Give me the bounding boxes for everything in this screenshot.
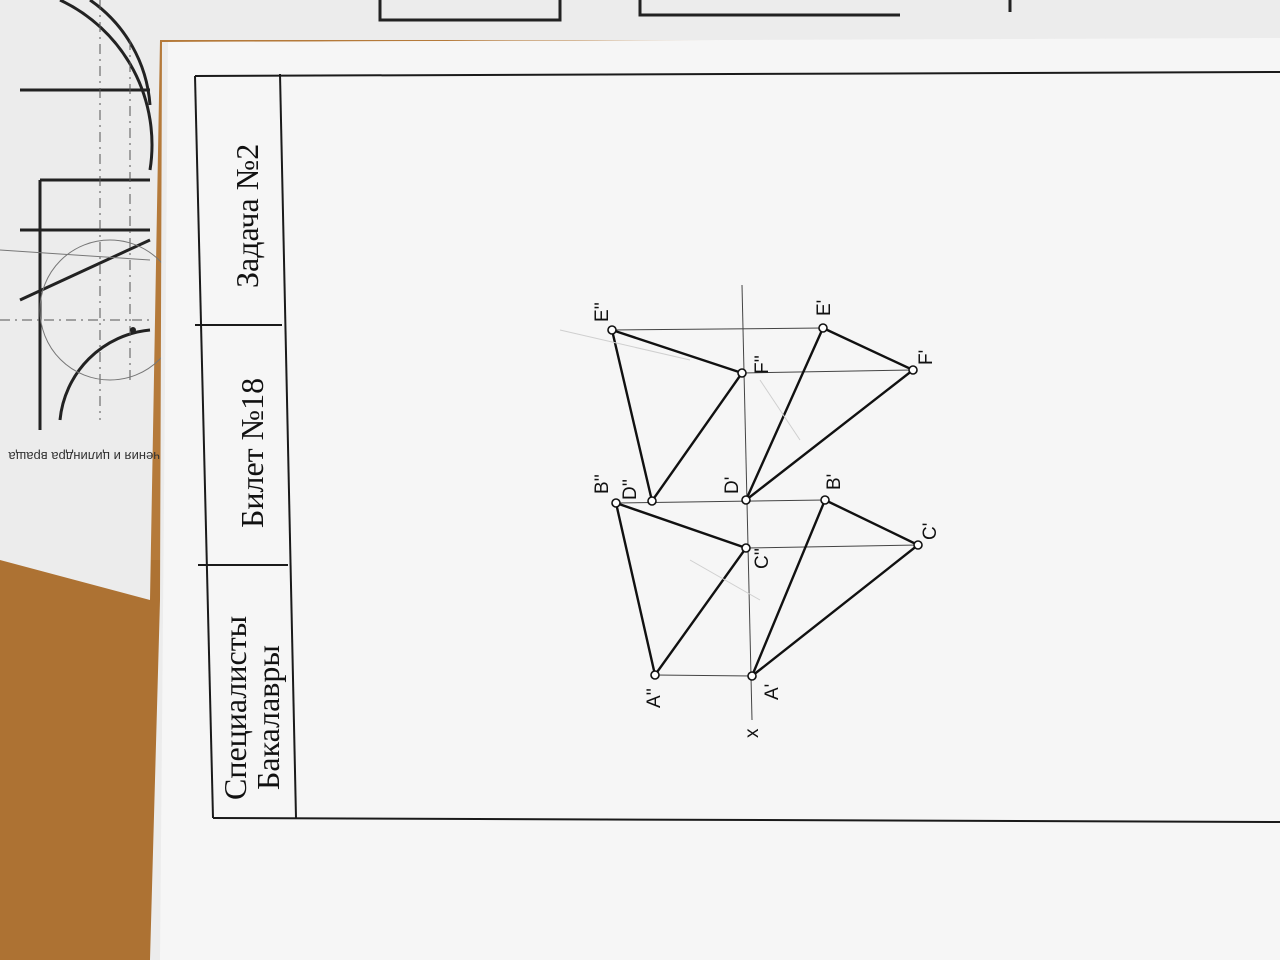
projection-points bbox=[607, 323, 923, 681]
point-d-frontal bbox=[647, 496, 657, 506]
frontal-projection bbox=[610, 328, 748, 678]
label-a-frontal: A'' bbox=[644, 688, 665, 708]
title-block bbox=[195, 73, 297, 819]
label-b-horizontal: B' bbox=[824, 474, 845, 490]
point-d-horizontal bbox=[741, 495, 751, 505]
point-c-horizontal bbox=[913, 540, 923, 550]
link-line-c bbox=[745, 544, 919, 549]
link-line-e bbox=[611, 327, 824, 331]
point-a-frontal bbox=[650, 670, 660, 680]
category-specialists: Специалисты bbox=[217, 616, 253, 800]
point-f-horizontal bbox=[908, 365, 918, 375]
triangle-def-frontal bbox=[610, 328, 744, 504]
pencil-marks bbox=[559, 329, 801, 601]
ticket-number: Билет №18 bbox=[234, 378, 270, 528]
category-bachelors: Бакалавры bbox=[250, 645, 286, 790]
link-line-a bbox=[654, 674, 753, 677]
label-d-frontal: D'' bbox=[620, 479, 641, 500]
under-sheet: чения и цилиндра враща bbox=[0, 0, 1280, 600]
desk-shade bbox=[0, 560, 170, 960]
label-d-horizontal: D' bbox=[722, 477, 743, 494]
label-e-horizontal: E' bbox=[814, 300, 835, 316]
label-f-frontal: F'' bbox=[752, 355, 773, 374]
point-f-frontal bbox=[737, 368, 747, 378]
label-b-frontal: B'' bbox=[592, 474, 613, 494]
axis-label: x bbox=[742, 728, 763, 738]
drawing-frame bbox=[194, 71, 1280, 823]
point-b-frontal bbox=[611, 498, 621, 508]
label-f-horizontal: F' bbox=[916, 350, 937, 365]
triangle-abc-horizontal bbox=[749, 498, 921, 680]
point-b-horizontal bbox=[820, 495, 830, 505]
triangle-abc-frontal bbox=[614, 501, 748, 678]
under-sheet-caption: чения и цилиндра враща bbox=[8, 449, 160, 464]
point-e-frontal bbox=[607, 325, 617, 335]
point-c-frontal bbox=[741, 543, 751, 553]
link-line-f bbox=[741, 369, 914, 374]
task-number: Задача №2 bbox=[229, 144, 265, 288]
point-a-horizontal bbox=[747, 671, 757, 681]
label-c-horizontal: C' bbox=[920, 523, 941, 540]
horizontal-projection bbox=[744, 326, 921, 680]
label-e-frontal: E'' bbox=[592, 302, 613, 322]
label-a-horizontal: A' bbox=[762, 684, 783, 700]
point-e-horizontal bbox=[818, 323, 828, 333]
label-c-frontal: C'' bbox=[752, 548, 773, 569]
paper-sheet bbox=[150, 38, 1280, 960]
triangle-def-horizontal bbox=[744, 326, 916, 501]
